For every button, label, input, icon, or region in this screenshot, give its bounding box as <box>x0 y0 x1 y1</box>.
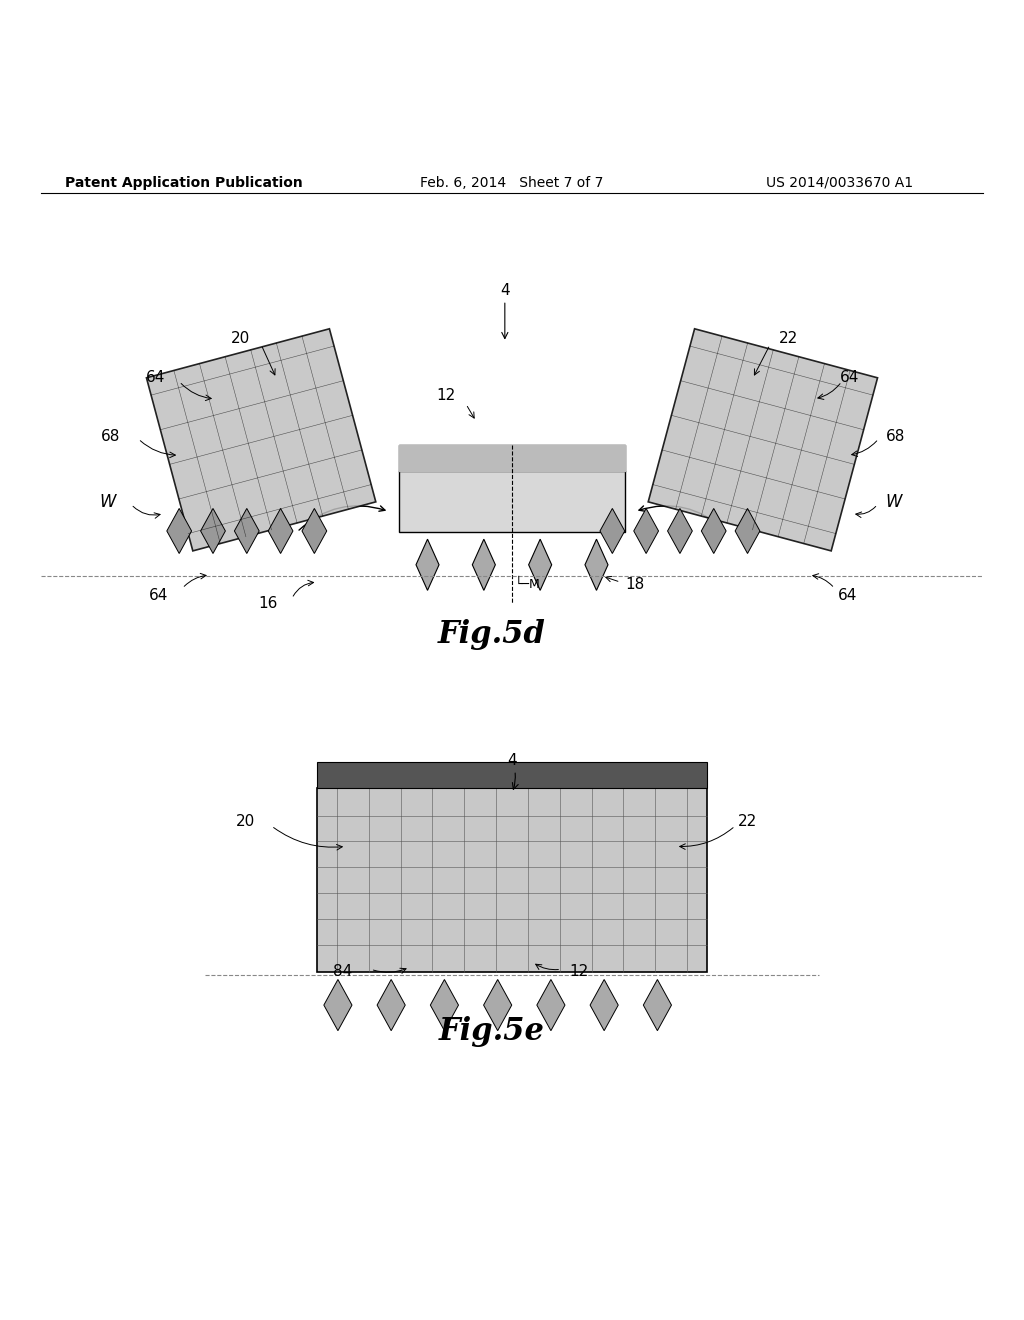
Text: 16: 16 <box>259 597 278 611</box>
Polygon shape <box>701 508 726 553</box>
Text: 4: 4 <box>500 282 510 338</box>
Text: Feb. 6, 2014   Sheet 7 of 7: Feb. 6, 2014 Sheet 7 of 7 <box>420 176 604 190</box>
Polygon shape <box>377 979 406 1031</box>
Polygon shape <box>735 508 760 553</box>
Text: Fig.5e: Fig.5e <box>438 1016 545 1047</box>
Text: 12: 12 <box>436 388 455 404</box>
Text: US 2014/0033670 A1: US 2014/0033670 A1 <box>766 176 913 190</box>
Polygon shape <box>600 508 625 553</box>
Text: └─M: └─M <box>514 578 541 591</box>
Polygon shape <box>483 979 512 1031</box>
Text: 64: 64 <box>841 370 859 385</box>
Polygon shape <box>416 539 439 590</box>
Polygon shape <box>585 539 608 590</box>
Text: 68: 68 <box>101 429 120 445</box>
Polygon shape <box>634 508 658 553</box>
Polygon shape <box>324 979 352 1031</box>
Polygon shape <box>537 979 565 1031</box>
Text: W: W <box>99 494 116 511</box>
Text: 64: 64 <box>839 587 857 603</box>
Text: 84: 84 <box>334 964 352 979</box>
Bar <box>317 788 707 973</box>
Bar <box>399 470 625 532</box>
Text: 64: 64 <box>146 370 165 385</box>
Text: Patent Application Publication: Patent Application Publication <box>66 176 303 190</box>
Polygon shape <box>201 508 225 553</box>
Polygon shape <box>590 979 618 1031</box>
Text: Fig.5d: Fig.5d <box>437 619 546 649</box>
Text: 20: 20 <box>237 814 255 829</box>
Polygon shape <box>146 329 376 550</box>
Polygon shape <box>643 979 672 1031</box>
Polygon shape <box>268 508 293 553</box>
Text: 22: 22 <box>738 814 757 829</box>
Polygon shape <box>430 979 459 1031</box>
Text: 20: 20 <box>231 331 250 346</box>
Text: 22: 22 <box>779 331 798 346</box>
Text: W: W <box>886 494 902 511</box>
Polygon shape <box>528 539 552 590</box>
Polygon shape <box>234 508 259 553</box>
Text: 18: 18 <box>626 577 644 591</box>
Polygon shape <box>167 508 191 553</box>
Polygon shape <box>668 508 692 553</box>
Bar <box>317 763 707 788</box>
Text: 64: 64 <box>150 587 168 603</box>
Polygon shape <box>302 508 327 553</box>
Text: 68: 68 <box>887 429 905 445</box>
Text: 4: 4 <box>507 752 518 789</box>
Polygon shape <box>648 329 878 550</box>
Text: 12: 12 <box>569 964 588 979</box>
Polygon shape <box>472 539 496 590</box>
